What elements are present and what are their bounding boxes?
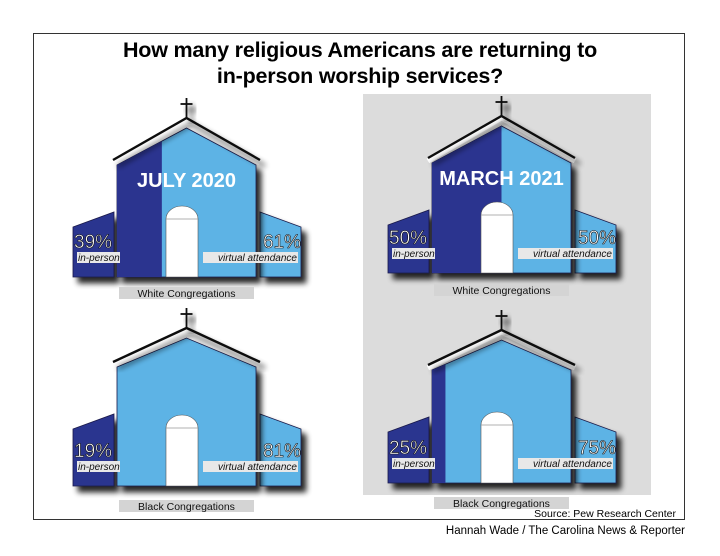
virtual-percent: 61% [263,232,301,253]
cross-icon [180,98,193,118]
congregation-label: White Congregations [452,285,550,297]
in-person-label: in-person [393,459,435,470]
page-title: How many religious Americans are returni… [33,37,687,89]
door [480,411,514,484]
congregation-label: White Congregations [137,288,235,300]
virtual-label: virtual attendance [533,249,612,260]
door [480,201,514,274]
virtual-percent: 50% [578,228,616,249]
church-body-in-person [117,141,162,277]
source-note: Source: Pew Research Center [534,508,676,520]
in-person-percent: 25% [389,438,427,459]
virtual-label: virtual attendance [533,459,612,470]
in-person-percent: 19% [74,441,112,462]
virtual-label: virtual attendance [218,462,297,473]
title-line-1: How many religious Americans are returni… [122,38,598,62]
in-person-percent: 50% [389,228,427,249]
title-line-2: in-person worship services? [216,64,504,88]
cross-icon [495,310,508,330]
credit-line: Hannah Wade / The Carolina News & Report… [445,525,685,537]
door [165,205,199,278]
congregation-label: Black Congregations [138,501,235,513]
in-person-label: in-person [78,462,120,473]
congregation-label: Black Congregations [453,498,550,510]
cross-icon [180,308,193,328]
door [165,414,199,487]
cross-icon [495,96,508,116]
period-label: JULY 2020 [137,170,236,192]
virtual-percent: 81% [263,441,301,462]
period-label: MARCH 2021 [439,168,563,190]
church-body-in-person [432,364,446,483]
virtual-label: virtual attendance [218,253,297,264]
in-person-label: in-person [78,253,120,264]
in-person-label: in-person [393,249,435,260]
in-person-percent: 39% [74,232,112,253]
virtual-percent: 75% [578,438,616,459]
